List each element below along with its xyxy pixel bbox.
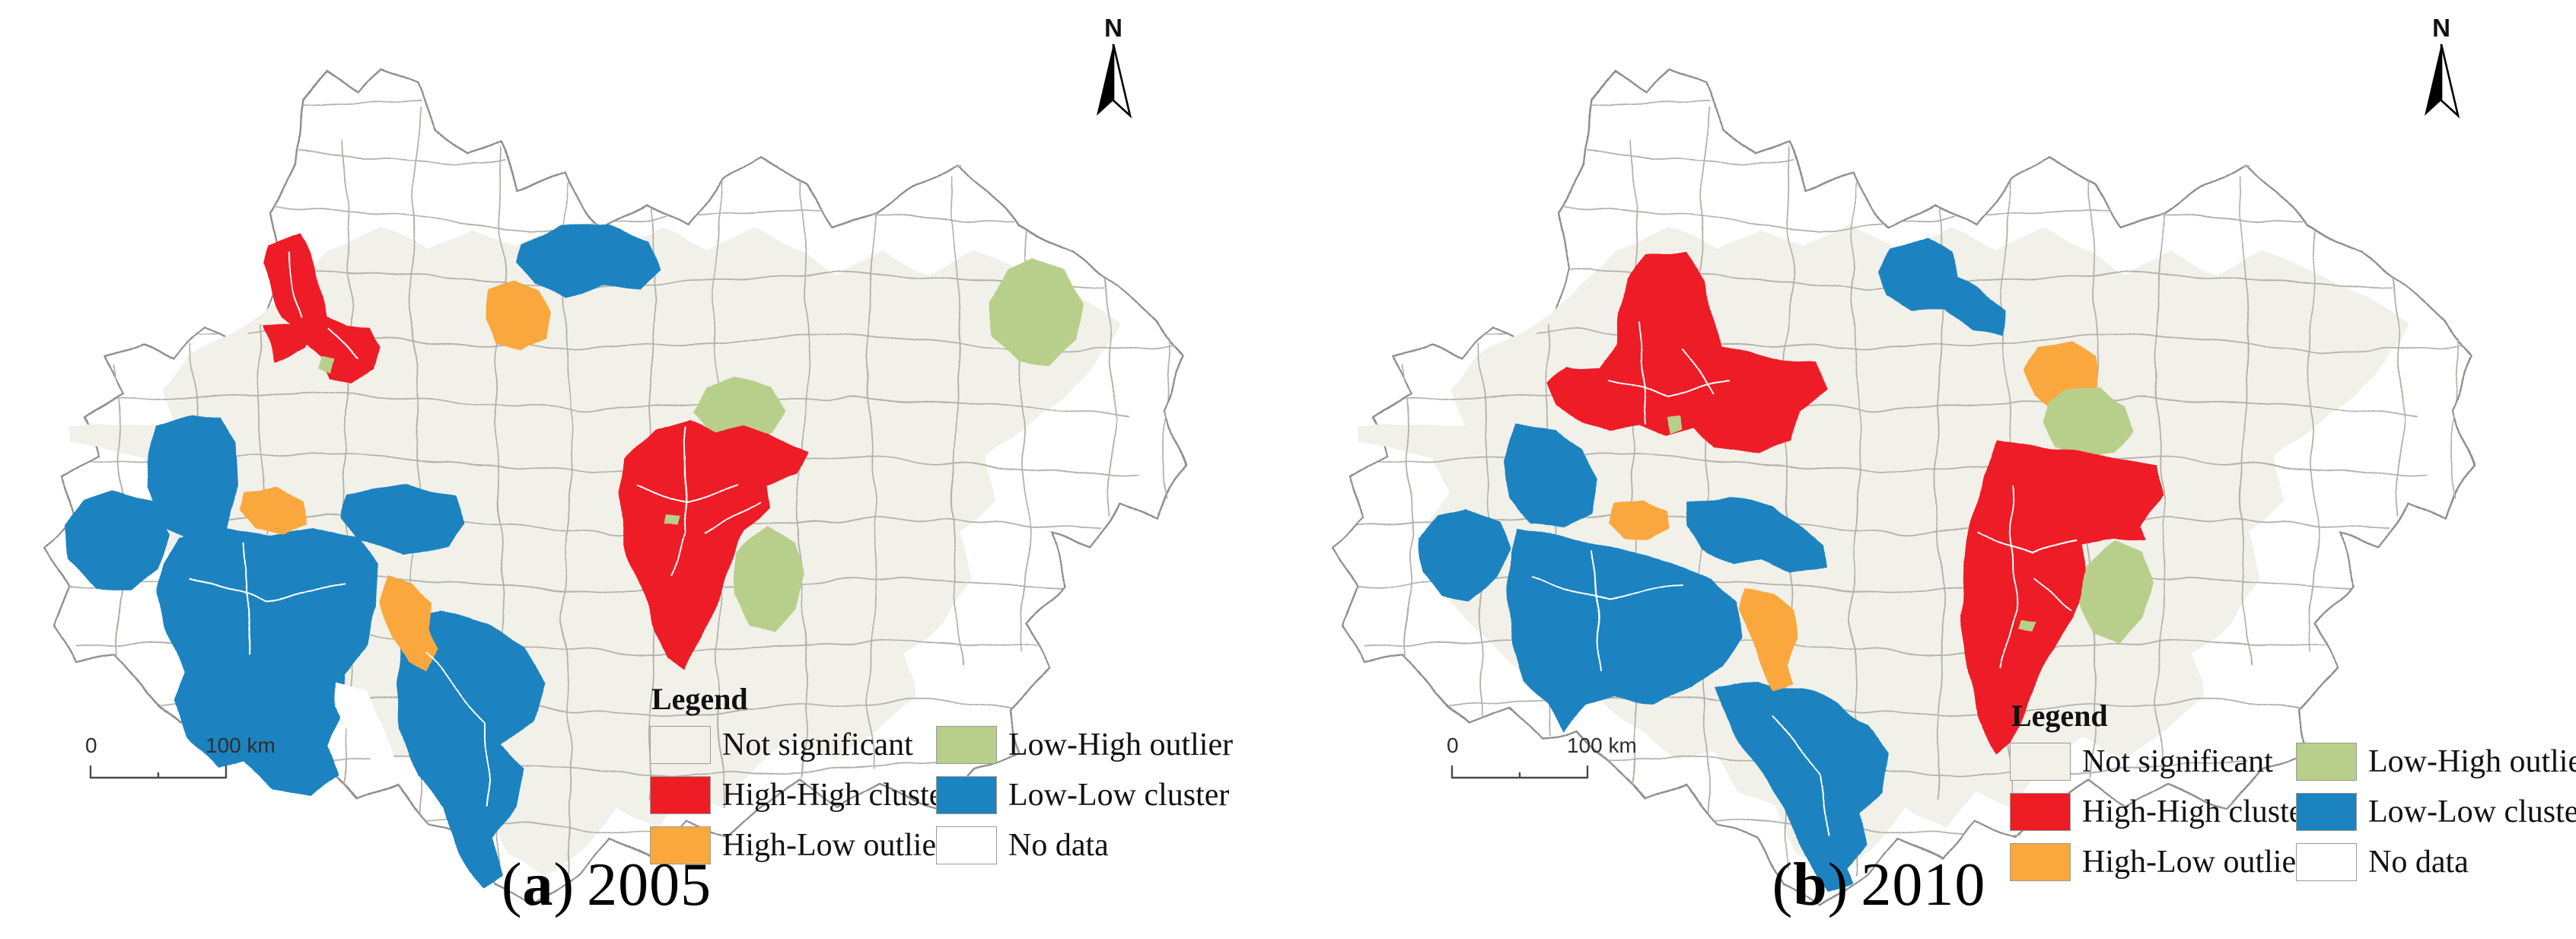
region-low-low-west-lobe [1419,508,1511,603]
region-low-low-central [156,525,379,797]
legend-title: Legend [651,682,748,716]
legend-2005: Legend Not significant High-High cluster… [650,682,1233,864]
region-low-high-sliver-center [667,514,683,525]
swatch-no-data [936,826,997,864]
swatch-high-low [2010,843,2071,881]
panel-2010: N 0 100 km Legend Not significant [1288,0,2576,939]
swatch-not-significant [2010,743,2071,781]
swatch-high-high [650,776,711,814]
region-low-high-sliver-center [2017,618,2036,630]
scale-100km-label: 100 km [1567,734,1637,757]
swatch-not-significant [650,726,711,764]
region-low-low-mid-patch [341,482,466,552]
region-low-low-north [514,222,661,298]
region-high-low-west-small [1608,498,1669,540]
region-high-low-south-center [1739,589,1798,689]
north-arrow-icon [2423,43,2460,117]
region-low-low-right-mid [1684,496,1824,572]
swatch-low-high [936,726,997,764]
legend-2010: Legend Not significant High-High cluster… [2010,699,2576,881]
legend-item-high-low: High-Low outlier [650,826,954,865]
cluster-patches-2005 [65,222,1084,886]
region-high-high-northwest [1547,254,1824,454]
region-low-low-west-lobe [65,491,166,592]
north-arrow: N [1084,15,1142,129]
scale-zero-label: 0 [1447,734,1459,757]
north-arrow: N [2412,15,2470,129]
scale-zero-label: 0 [85,734,97,757]
region-high-high-northwest-arm [263,326,314,362]
region-high-high-center-east [618,420,810,670]
scale-bar-bracket [89,764,228,780]
caption-2010: (b) 2010 [1772,851,1986,918]
legend-item-high-high: High-High cluster [650,775,954,815]
region-low-high-southeast [2080,539,2150,644]
legend-item-no-data: No data [936,826,1233,865]
cluster-patches-2010 [1419,237,2162,892]
swatch-high-high [2010,793,2071,831]
swatch-no-data [2296,843,2357,881]
region-no-data-wedge [335,681,396,765]
region-low-high-northeast [988,257,1084,365]
scale-bar-bracket [1450,764,1589,780]
region-high-high-center-east [1960,440,2162,753]
lisa-map-2005 [0,0,1288,939]
scale-bar: 0 100 km [80,732,285,785]
region-low-low-north [1876,237,2008,333]
region-high-low-north [484,280,551,354]
region-low-high-east [2040,387,2132,460]
panel-2005: N 0 100 km Legend Not significant [0,0,1288,939]
legend-item-no-data: No data [2296,842,2576,882]
region-low-high-sliver-nw [317,356,333,373]
legend-item-not-significant: Not significant [2010,742,2313,781]
legend-item-high-low: High-Low outlier [2010,842,2313,882]
region-low-high-sliver-nw [1667,415,1684,434]
legend-item-high-high: High-High cluster [2010,792,2313,832]
region-high-low-south-center [382,575,438,674]
legend-item-low-high: Low-High outlier [2296,742,2576,781]
region-low-high-center [691,376,784,446]
legend-item-not-significant: Not significant [650,725,954,765]
swatch-high-low [650,826,711,864]
north-label: N [1104,14,1122,42]
north-arrow-icon [1095,43,1132,117]
region-low-low-southeast [396,609,543,886]
swatch-low-low [2296,793,2357,831]
swatch-low-high [2296,743,2357,781]
scale-100km-label: 100 km [205,734,275,757]
legend-item-low-low: Low-Low cluster [936,775,1233,815]
legend-item-low-low: Low-Low cluster [2296,792,2576,832]
region-low-low-north-band [1506,423,1597,525]
lisa-map-2010 [1288,0,2576,939]
region-low-low-north-band [146,415,240,542]
caption-2005: (a) 2005 [501,851,712,918]
region-high-low-west-small [240,487,306,531]
north-label: N [2432,14,2450,42]
legend-item-low-high: Low-High outlier [936,725,1233,765]
region-low-high-southeast [732,527,805,633]
swatch-low-low [936,776,997,814]
legend-title: Legend [2011,699,2108,733]
region-low-low-southeast [1715,681,1890,892]
region-low-low-central [1509,527,1741,731]
scale-bar: 0 100 km [1441,732,1647,785]
